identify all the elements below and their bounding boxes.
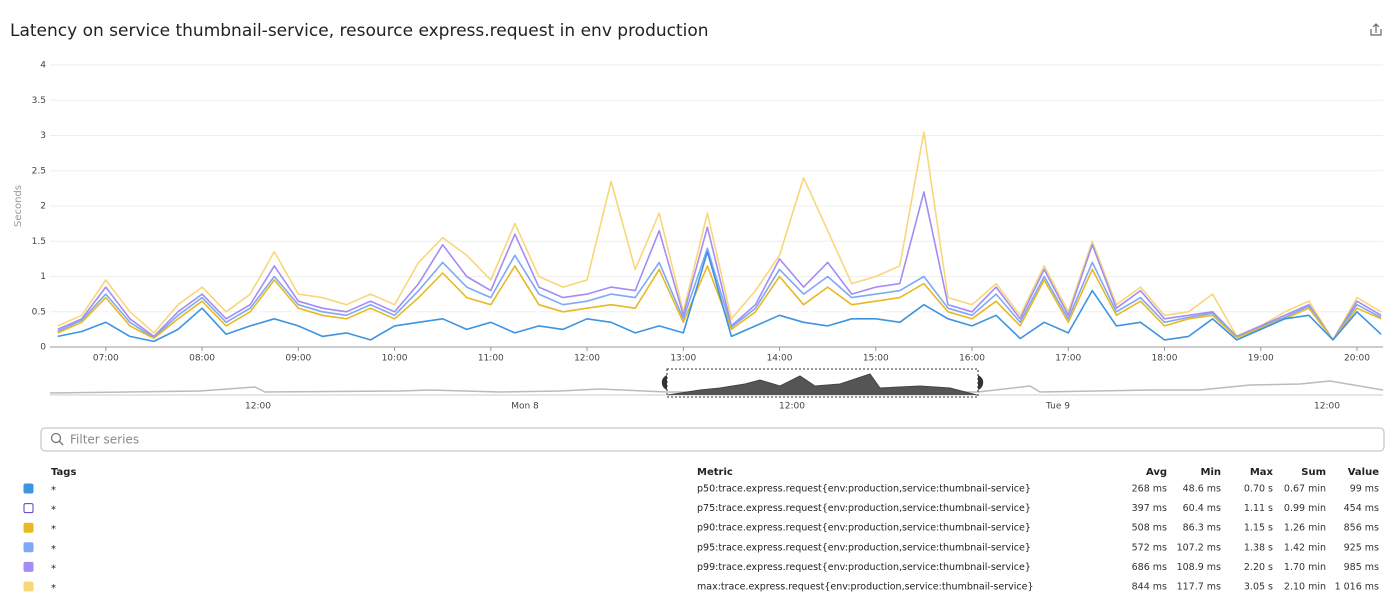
tag-cell: *	[51, 583, 56, 594]
stat-cell: 86.3 ms	[1183, 523, 1221, 534]
y-tick-label: 2	[40, 202, 46, 212]
x-tick-label: 08:00	[189, 354, 215, 364]
x-tick-label: 11:00	[478, 354, 504, 364]
tag-cell: *	[51, 563, 56, 574]
series-line	[57, 282, 1382, 342]
stat-cell: 268 ms	[1132, 484, 1167, 495]
stat-cell: 2.20 s	[1244, 562, 1273, 573]
x-tick-label: 16:00	[959, 354, 985, 364]
table-header: Min	[1201, 467, 1222, 478]
legend-swatch	[23, 503, 34, 514]
table-header: Metric	[697, 467, 733, 478]
tag-cell: *	[51, 524, 56, 535]
stat-cell: 0.99 min	[1284, 503, 1326, 514]
stat-cell: 1.15 s	[1244, 523, 1273, 534]
stat-cell: 108.9 ms	[1177, 562, 1221, 573]
series-line	[57, 131, 1382, 341]
series-line	[57, 251, 1382, 343]
tag-cell: *	[51, 505, 56, 516]
x-tick-label: 13:00	[670, 354, 696, 364]
stat-cell: 844 ms	[1132, 582, 1167, 593]
legend-entry: p75:trace.express.request{env:production…	[697, 503, 1031, 514]
x-tick-label: 14:00	[767, 354, 793, 364]
legend-entry: p50:trace.express.request{env:production…	[697, 484, 1031, 495]
y-tick-label: 2.5	[32, 166, 46, 176]
stat-cell: 0.70 s	[1244, 484, 1273, 495]
filter-placeholder: Filter series	[70, 433, 139, 447]
stat-cell: 1.26 min	[1284, 523, 1326, 534]
navigator-label: Mon 8	[511, 402, 539, 412]
filter-box[interactable]: Filter series	[40, 427, 1385, 452]
y-tick-label: 4	[40, 61, 46, 71]
legend-entry: max:trace.express.request{env:production…	[697, 582, 1034, 593]
stat-cell: 99 ms	[1350, 484, 1379, 495]
stat-cell: 925 ms	[1344, 542, 1379, 553]
y-tick-label: 0.5	[32, 307, 46, 317]
tag-cell: *	[51, 485, 56, 496]
x-tick-label: 20:00	[1344, 354, 1370, 364]
navigator	[49, 368, 1384, 398]
y-tick-label: 3.5	[32, 96, 46, 106]
series-line	[57, 265, 1382, 341]
legend-swatch	[23, 561, 34, 572]
stat-cell: 686 ms	[1132, 562, 1167, 573]
stat-cell: 117.7 ms	[1177, 582, 1221, 593]
series-line	[57, 247, 1382, 341]
table-header: Tags	[51, 467, 76, 478]
stat-cell: 2.10 min	[1284, 582, 1326, 593]
x-tick-label: 12:00	[574, 354, 600, 364]
legend-swatch	[23, 581, 34, 592]
table-header: Sum	[1301, 467, 1326, 478]
y-tick-label: 1.5	[32, 237, 46, 247]
stat-cell: 48.6 ms	[1183, 484, 1221, 495]
stat-cell: 60.4 ms	[1183, 503, 1221, 514]
y-tick-label: 3	[40, 131, 46, 141]
stat-cell: 1.70 min	[1284, 562, 1326, 573]
stat-cell: 397 ms	[1132, 503, 1167, 514]
x-tick-label: 18:00	[1152, 354, 1178, 364]
table-header: Value	[1348, 467, 1379, 478]
y-axis-label: Seconds	[13, 185, 24, 227]
legend-entry: p95:trace.express.request{env:production…	[697, 542, 1031, 553]
navigator-label: 12:00	[1314, 402, 1340, 412]
stat-cell: 985 ms	[1344, 562, 1379, 573]
legend-entry: p90:trace.express.request{env:production…	[697, 523, 1031, 534]
stat-cell: 1.42 min	[1284, 542, 1326, 553]
x-tick-label: 07:00	[93, 354, 119, 364]
tag-cell: *	[51, 544, 56, 555]
table-header: Max	[1250, 467, 1274, 478]
x-tick-label: 17:00	[1055, 354, 1081, 364]
stat-cell: 1 016 ms	[1335, 582, 1379, 593]
stat-cell: 1.11 s	[1244, 503, 1273, 514]
stat-cell: 3.05 s	[1244, 582, 1273, 593]
chart-title: Latency on service thumbnail-service, re…	[10, 21, 709, 41]
table-header: Avg	[1146, 467, 1167, 478]
x-tick-label: 10:00	[382, 354, 408, 364]
x-tick-label: 15:00	[863, 354, 889, 364]
y-tick-label: 0	[40, 343, 46, 353]
legend-swatch	[23, 542, 34, 553]
export-icon[interactable]	[1370, 23, 1382, 36]
navigator-label: 12:00	[779, 402, 805, 412]
x-tick-label: 19:00	[1248, 354, 1274, 364]
legend-entry: p99:trace.express.request{env:production…	[697, 562, 1031, 573]
series-line	[57, 191, 1382, 341]
stat-cell: 1.38 s	[1244, 542, 1273, 553]
x-tick-label: 09:00	[285, 354, 311, 364]
stat-cell: 508 ms	[1132, 523, 1167, 534]
navigator-label: 12:00	[245, 402, 271, 412]
stat-cell: 107.2 ms	[1177, 542, 1221, 553]
legend-swatch	[23, 483, 34, 494]
stat-cell: 572 ms	[1132, 542, 1167, 553]
navigator-label: Tue 9	[1045, 402, 1070, 412]
stat-cell: 0.67 min	[1284, 484, 1326, 495]
stat-cell: 454 ms	[1344, 503, 1379, 514]
stat-cell: 856 ms	[1344, 523, 1379, 534]
legend-swatch	[23, 522, 34, 533]
y-tick-label: 1	[40, 272, 46, 282]
